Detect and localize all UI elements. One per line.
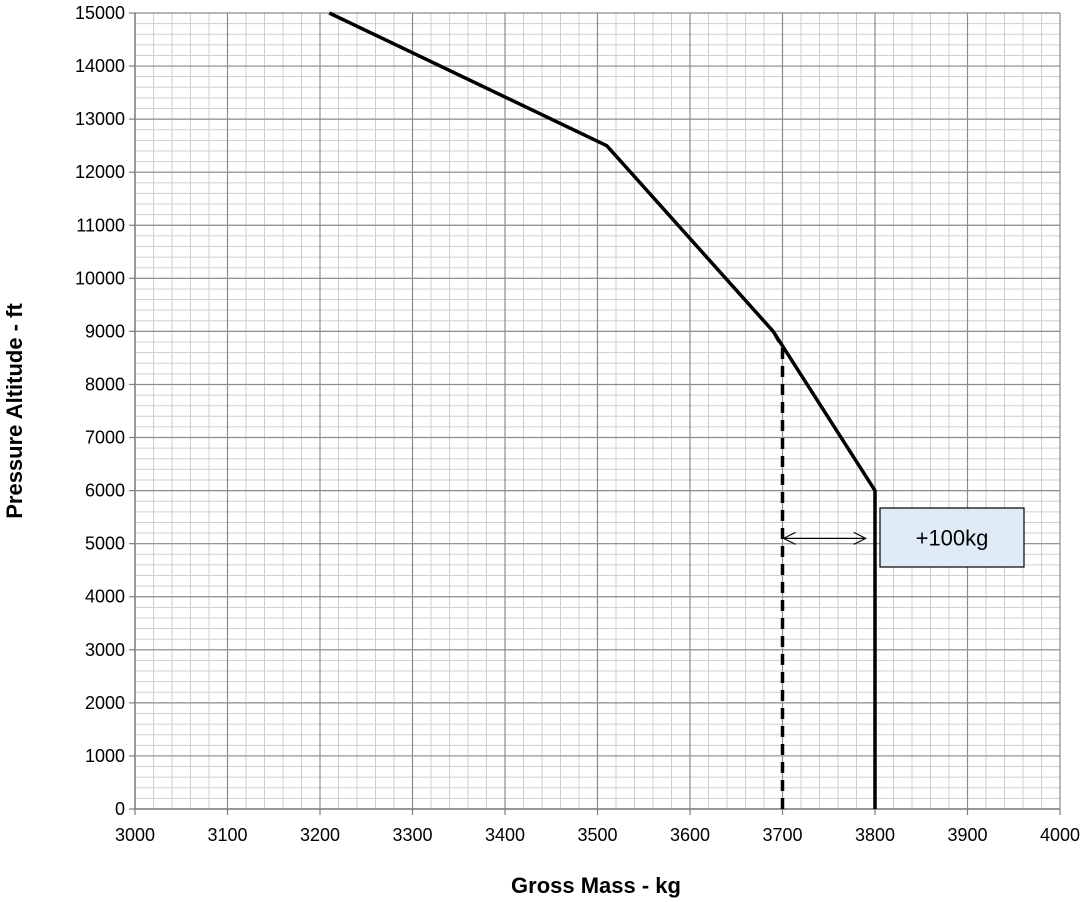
series-group <box>328 11 877 809</box>
y-tick-label: 13000 <box>75 109 125 129</box>
y-axis-title: Pressure Altitude - ft <box>2 303 27 519</box>
y-tick-label: 14000 <box>75 56 125 76</box>
grid <box>134 12 1061 810</box>
x-tick-label: 4000 <box>1040 825 1080 845</box>
axes <box>129 12 1061 815</box>
x-tick-label: 3800 <box>855 825 895 845</box>
y-tick-label: 5000 <box>85 534 125 554</box>
x-tick-label: 3000 <box>115 825 155 845</box>
y-tick-label: 7000 <box>85 428 125 448</box>
x-tick-label: 3700 <box>762 825 802 845</box>
dashed-reference-line <box>771 330 785 809</box>
y-tick-label: 4000 <box>85 587 125 607</box>
x-tick-label: 3400 <box>485 825 525 845</box>
x-tick-label: 3300 <box>392 825 432 845</box>
y-tick-label: 2000 <box>85 693 125 713</box>
y-tick-label: 6000 <box>85 481 125 501</box>
y-tick-label: 12000 <box>75 162 125 182</box>
annotations: +100kg <box>784 507 1025 568</box>
tick-labels: 3000 3100 3200 3300 3400 3500 3600 3700 3800 3900… <box>75 3 1080 845</box>
x-axis-title: Gross Mass - kg <box>511 873 681 898</box>
x-tick-label: 3100 <box>207 825 247 845</box>
y-tick-label: 3000 <box>85 640 125 660</box>
x-tick-label: 3900 <box>947 825 987 845</box>
y-tick-label: 9000 <box>85 321 125 341</box>
x-tick-label: 3600 <box>670 825 710 845</box>
y-tick-label: 11000 <box>76 215 125 235</box>
y-tick-label: 0 <box>115 799 125 819</box>
y-tick-label: 8000 <box>85 374 125 394</box>
annotation-box-label: +100kg <box>916 526 989 551</box>
x-tick-label: 3500 <box>577 825 617 845</box>
annotation-box <box>879 507 1025 568</box>
y-tick-label: 1000 <box>85 746 125 766</box>
y-tick-label: 10000 <box>75 268 125 288</box>
limit-curve-line <box>328 11 877 809</box>
y-tick-label: 15000 <box>75 3 125 23</box>
x-tick-label: 3200 <box>300 825 340 845</box>
